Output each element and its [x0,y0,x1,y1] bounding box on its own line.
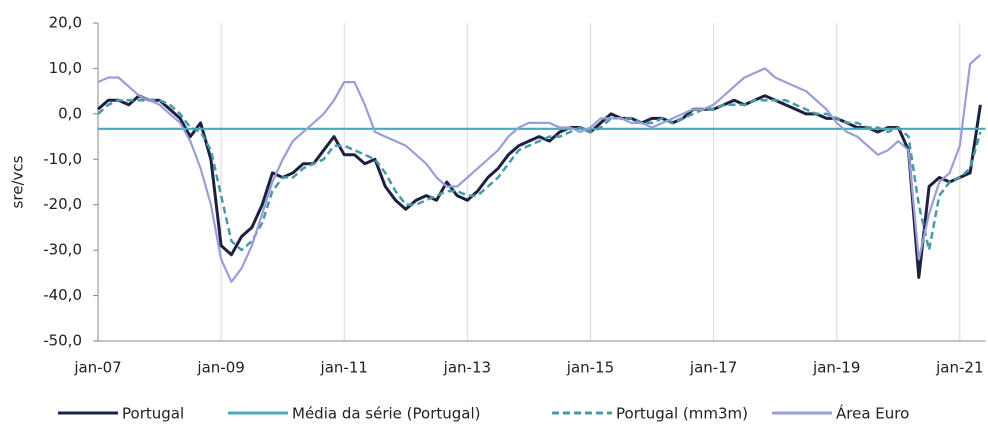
y-tick-label: -10,0 [43,150,82,168]
x-tick-label: jan-21 [935,359,983,377]
legend-label: Portugal [122,405,184,423]
series-line [97,53,982,283]
y-tick-label: -20,0 [43,195,82,213]
y-tick-label: 10,0 [49,59,82,77]
y-tick-label: -40,0 [43,286,82,304]
y-tick-label: -50,0 [43,332,82,350]
y-tick-label: 20,0 [49,14,82,32]
x-tick-label: jan-17 [689,359,737,377]
x-tick-label: jan-13 [443,359,491,377]
x-tick-label: jan-15 [566,359,614,377]
series-line [97,98,982,252]
y-tick-label: 0,0 [58,104,82,122]
x-tick-label: jan-19 [812,359,860,377]
x-tick-label: jan-09 [196,359,244,377]
x-tick-label: jan-11 [320,359,368,377]
y-axis-label: sre/vcs [9,155,27,208]
x-tick-label: jan-07 [73,359,121,377]
y-tick-label: -30,0 [43,241,82,259]
legend-label: Média da série (Portugal) [292,405,481,423]
legend-label: Portugal (mm3m) [616,405,748,423]
legend-label: Área Euro [836,404,909,423]
